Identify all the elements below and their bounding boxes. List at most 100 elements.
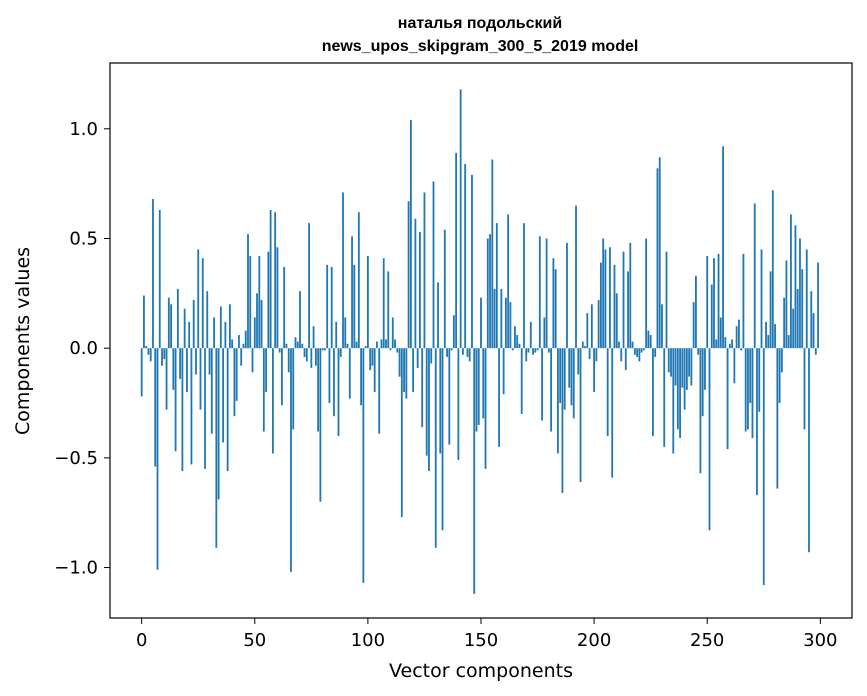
bar (740, 348, 743, 351)
bar (167, 297, 170, 349)
bar (570, 348, 573, 406)
bar (523, 223, 525, 349)
bar (226, 348, 229, 472)
bar (581, 341, 584, 349)
bar (425, 348, 428, 456)
bar (514, 326, 516, 349)
bar (249, 256, 252, 349)
bar (186, 348, 188, 393)
bar (708, 348, 711, 531)
bar (373, 348, 376, 393)
bar (717, 253, 720, 349)
bar (753, 203, 756, 349)
bar (559, 348, 562, 404)
bar (516, 335, 519, 349)
bar (803, 348, 806, 430)
bar (416, 348, 419, 368)
x-tick-label: 200 (577, 630, 611, 651)
bar (233, 348, 236, 417)
bar (152, 199, 154, 349)
bar (532, 348, 534, 355)
bar (281, 348, 283, 406)
bar (308, 223, 310, 349)
bar (190, 348, 193, 465)
bar (235, 348, 238, 401)
y-axis-ticks: −1.0 −0.5 0.0 0.5 1.0 (54, 119, 110, 579)
bar (624, 348, 627, 371)
bar (262, 348, 265, 432)
bar (482, 348, 485, 419)
bar (348, 348, 351, 399)
bar (491, 159, 494, 349)
bar (728, 343, 731, 349)
bar (466, 348, 469, 357)
bar (525, 348, 528, 362)
bar (389, 348, 392, 351)
bar (769, 271, 772, 349)
bar (412, 348, 415, 393)
bar (464, 163, 467, 349)
bar (213, 317, 215, 349)
bar (176, 288, 179, 349)
bar (271, 348, 274, 454)
bar (484, 348, 487, 469)
bar (362, 348, 365, 583)
bar (814, 348, 817, 355)
bar (783, 297, 786, 349)
bar (593, 348, 596, 393)
bar (701, 348, 704, 417)
bar (543, 317, 546, 349)
bar (324, 348, 326, 351)
bar (665, 251, 668, 349)
bar (568, 348, 571, 388)
bar (622, 251, 625, 349)
bar (446, 348, 448, 357)
bar (670, 348, 672, 377)
bar (498, 348, 500, 447)
bar (609, 247, 611, 349)
bar (457, 348, 460, 461)
bar (292, 348, 295, 430)
bar (676, 348, 679, 430)
bar (351, 236, 353, 349)
bar (462, 348, 464, 355)
bar (170, 304, 172, 349)
bar (326, 264, 329, 349)
bar (597, 299, 600, 349)
bar (615, 293, 618, 349)
bar (810, 291, 813, 349)
bar (376, 341, 378, 349)
bar (529, 321, 532, 349)
bar (538, 236, 541, 349)
x-tick-label: 0 (136, 630, 147, 651)
bar (765, 321, 767, 349)
bar (299, 291, 301, 349)
bar (509, 302, 512, 349)
bar (342, 192, 344, 349)
bar (357, 212, 360, 349)
y-tick-label: 0.0 (69, 338, 98, 359)
bar (674, 348, 677, 386)
bar (486, 238, 489, 349)
bar (253, 317, 256, 349)
x-tick-label: 50 (243, 630, 266, 651)
bar (706, 256, 709, 349)
bar (394, 339, 396, 349)
bar (183, 308, 186, 349)
bar (681, 348, 684, 388)
bar (561, 348, 564, 493)
bar (735, 326, 738, 349)
bar (199, 348, 202, 410)
bar (396, 348, 399, 353)
bar (181, 348, 184, 472)
bar (391, 317, 394, 349)
bar (792, 308, 795, 349)
bar (174, 348, 177, 452)
bar (339, 348, 342, 357)
bar (244, 330, 247, 349)
bar (344, 317, 347, 349)
bar (215, 348, 218, 548)
bar (163, 348, 166, 360)
bar (421, 348, 424, 428)
bar (208, 348, 211, 375)
